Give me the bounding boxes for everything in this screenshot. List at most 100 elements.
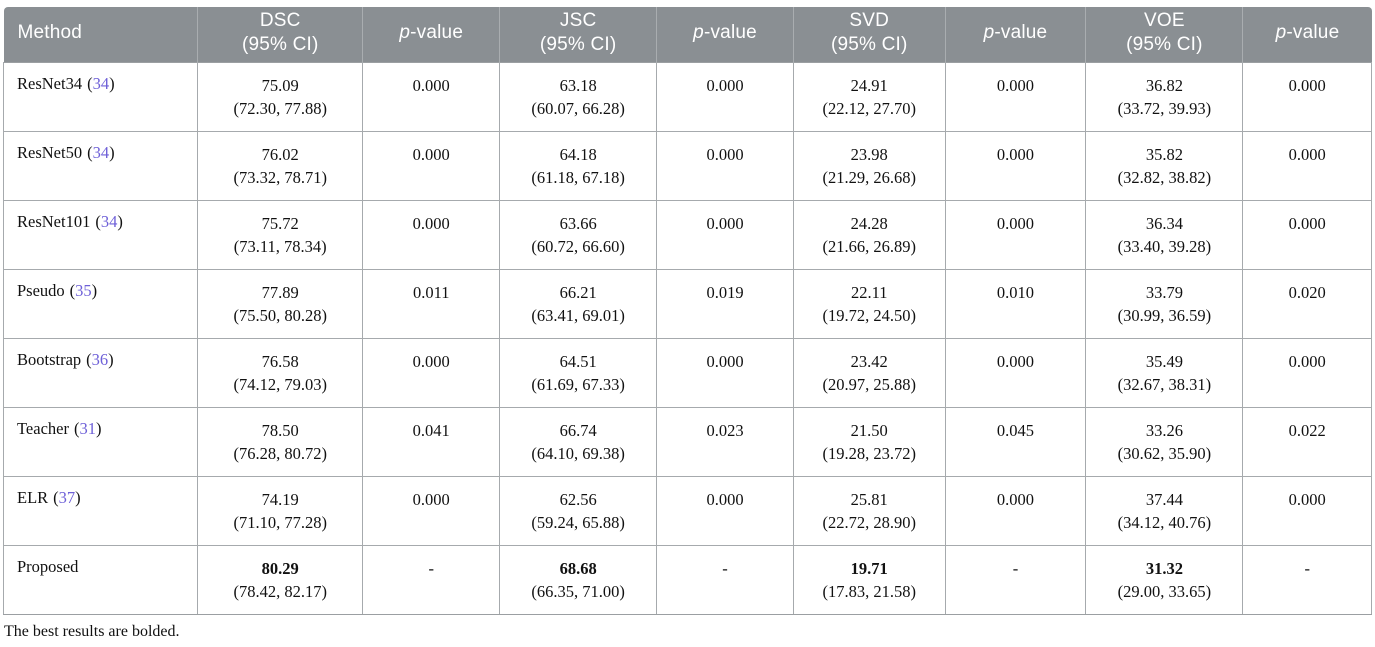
table-row-bootstrap: Bootstrap (36) 76.58 (74.12, 79.03) 0.000 … [2, 337, 1372, 408]
citation-link[interactable]: 35 [75, 280, 92, 300]
p-value: 0.019 [706, 282, 744, 302]
metric-value: 25.81 [850, 489, 888, 509]
metric-value: 35.82 [1145, 144, 1183, 164]
metric-value: 36.34 [1145, 213, 1183, 233]
p-value: 0.000 [1288, 144, 1326, 164]
citation: (36) [86, 349, 114, 369]
col-header-dsc: DSC (95% CI) [197, 7, 363, 62]
cell-svd: 24.91 (22.12, 27.70) [792, 61, 946, 132]
metric-ci: (19.72, 24.50) [822, 305, 916, 325]
citation-link[interactable]: 37 [58, 487, 76, 507]
metric-ci: (76.28, 80.72) [233, 443, 327, 463]
cell-jsc: 63.18 (60.07, 66.28) [499, 61, 658, 132]
col-header-pvalue-jsc: p-value [656, 7, 794, 62]
citation-link[interactable]: 34 [100, 211, 118, 231]
p-value: 0.000 [1288, 75, 1326, 95]
col-header-pvalue-dsc: p-value [362, 7, 500, 62]
cell-pvalue-dsc: 0.000 [362, 130, 501, 201]
citation-link[interactable]: 34 [92, 142, 110, 162]
p-value: 0.000 [706, 144, 744, 164]
table-row-resnet101: ResNet101 (34) 75.72 (73.11, 78.34) 0.000 … [2, 199, 1372, 270]
metric-ci: (20.97, 25.88) [822, 374, 916, 394]
cell-pvalue-svd: 0.010 [944, 268, 1087, 339]
citation-link[interactable]: 36 [91, 349, 109, 369]
col-header-svd-label: SVD [849, 10, 890, 32]
metric-ci: (60.72, 66.60) [531, 236, 625, 256]
cell-pvalue-voe: 0.000 [1242, 130, 1372, 201]
metric-value: 22.11 [850, 282, 888, 302]
p-value: - [428, 558, 434, 578]
p-value: 0.000 [412, 213, 450, 233]
p-value: 0.023 [706, 420, 744, 440]
cell-jsc: 66.21 (63.41, 69.01) [499, 268, 658, 339]
cell-pvalue-jsc: 0.000 [656, 130, 794, 201]
cell-pvalue-svd: 0.000 [944, 130, 1087, 201]
metric-ci: (30.62, 35.90) [1117, 443, 1212, 463]
cell-pvalue-svd: 0.000 [944, 337, 1087, 408]
metric-value: 37.44 [1145, 489, 1183, 509]
cell-pvalue-jsc: 0.019 [656, 268, 794, 339]
method-name: ResNet34 [17, 73, 83, 93]
table-row-pseudo: Pseudo (35) 77.89 (75.50, 80.28) 0.011 66.… [2, 268, 1372, 339]
metric-ci: (33.40, 39.28) [1117, 236, 1212, 256]
header-row: Method DSC (95% CI) p-value JSC (95% CI)… [3, 7, 1372, 62]
table-row-teacher: Teacher (31) 78.50 (76.28, 80.72) 0.041 66… [2, 406, 1372, 477]
citation-link[interactable]: 31 [79, 418, 96, 438]
cell-pvalue-voe: 0.000 [1242, 199, 1372, 270]
col-header-voe-ci: (95% CI) [1126, 34, 1203, 56]
p-value: 0.000 [412, 351, 450, 371]
col-header-jsc-label: JSC [559, 10, 597, 32]
results-table: Method DSC (95% CI) p-value JSC (95% CI)… [2, 7, 1372, 615]
cell-jsc: 68.68 (66.35, 71.00) [499, 544, 658, 615]
metric-ci: (34.12, 40.76) [1117, 512, 1212, 532]
metric-value: 24.91 [850, 75, 888, 95]
metric-value: 74.19 [261, 489, 299, 509]
p-value: - [722, 558, 728, 578]
p-value: 0.000 [996, 144, 1034, 164]
metric-value: 24.28 [850, 213, 888, 233]
cell-jsc: 64.18 (61.18, 67.18) [499, 130, 658, 201]
cell-svd: 23.42 (20.97, 25.88) [792, 337, 946, 408]
citation: (37) [53, 487, 81, 507]
cell-pvalue-jsc: 0.000 [656, 199, 794, 270]
cell-jsc: 63.66 (60.72, 66.60) [499, 199, 658, 270]
method-cell: Proposed [2, 544, 199, 615]
metric-ci: (29.00, 33.65) [1117, 581, 1212, 601]
method-cell: ELR (37) [2, 475, 199, 546]
cell-svd: 22.11 (19.72, 24.50) [792, 268, 946, 339]
metric-ci: (75.50, 80.28) [233, 305, 327, 325]
cell-jsc: 64.51 (61.69, 67.33) [499, 337, 658, 408]
cell-pvalue-svd: 0.000 [944, 199, 1087, 270]
metric-value: 78.50 [261, 420, 299, 440]
col-header-method: Method [3, 7, 198, 62]
method-name: ResNet101 [17, 211, 91, 231]
p-value: 0.000 [996, 213, 1034, 233]
metric-value: 66.74 [559, 420, 597, 440]
p-value: 0.000 [412, 144, 450, 164]
cell-pvalue-svd: 0.045 [944, 406, 1087, 477]
table-footnote: The best results are bolded. [4, 622, 180, 640]
p-value: 0.020 [1288, 282, 1326, 302]
metric-value: 63.66 [559, 213, 597, 233]
cell-voe: 35.82 (32.82, 38.82) [1085, 130, 1244, 201]
p-value: 0.000 [706, 489, 744, 509]
metric-ci: (60.07, 66.28) [531, 98, 625, 118]
table-row-resnet34: ResNet34 (34) 75.09 (72.30, 77.88) 0.000 6… [2, 61, 1372, 132]
cell-voe: 33.79 (30.99, 36.59) [1085, 268, 1244, 339]
p-value: 0.000 [996, 351, 1034, 371]
metric-value: 23.98 [850, 144, 888, 164]
metric-ci: (21.66, 26.89) [822, 236, 916, 256]
citation-link[interactable]: 34 [92, 73, 110, 93]
cell-voe: 33.26 (30.62, 35.90) [1085, 406, 1244, 477]
cell-svd: 21.50 (19.28, 23.72) [792, 406, 946, 477]
metric-ci: (78.42, 82.17) [233, 581, 327, 601]
cell-dsc: 76.02 (73.32, 78.71) [197, 130, 364, 201]
col-header-voe: VOE (95% CI) [1085, 7, 1243, 62]
table-row-proposed: Proposed 80.29 (78.42, 82.17) - 68.68 (66.… [2, 544, 1372, 615]
metric-ci: (22.72, 28.90) [822, 512, 916, 532]
metric-value: 64.18 [559, 144, 597, 164]
cell-voe: 31.32 (29.00, 33.65) [1085, 544, 1244, 615]
cell-pvalue-dsc: 0.041 [362, 406, 501, 477]
metric-value: 62.56 [559, 489, 597, 509]
method-name: ELR [17, 487, 49, 507]
